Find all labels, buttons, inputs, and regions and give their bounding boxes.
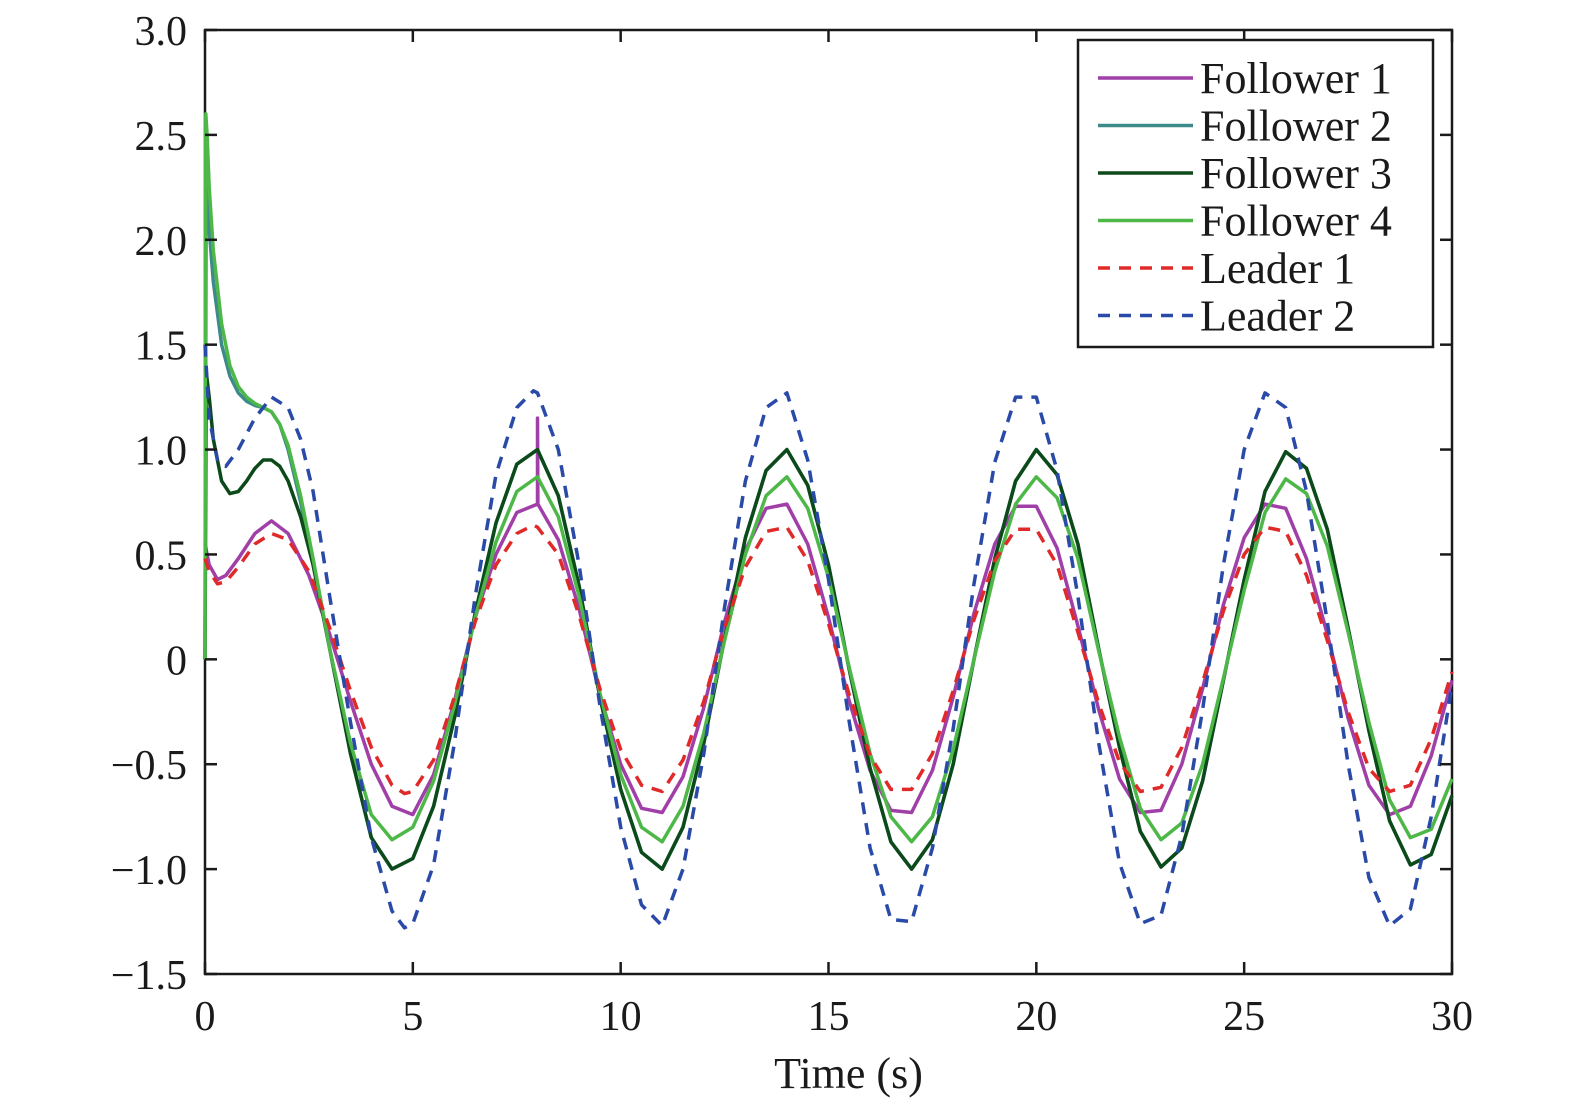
- y-tick-label: 1.5: [135, 324, 188, 370]
- y-tick-label: −1.5: [111, 953, 187, 999]
- y-tick-label: 3.0: [135, 9, 188, 55]
- series-line-5: [203, 523, 1454, 796]
- y-tick-label: 2.0: [135, 219, 188, 265]
- x-tick-label: 20: [1015, 994, 1057, 1040]
- y-tick-label: 0: [166, 638, 187, 684]
- y-tick-label: 0.5: [135, 533, 188, 579]
- legend-label: Leader 1: [1200, 244, 1355, 293]
- series-line-6: [203, 344, 1454, 930]
- legend-label: Follower 4: [1200, 197, 1392, 246]
- axis-ticks: 0 5 10 15 20 25 30 −1.5 −1.0 −0.5 0 0.5 1.0 1.5 2.0 2.5…: [111, 9, 1473, 1040]
- x-tick-label: 30: [1431, 994, 1473, 1040]
- y-tick-label: −1.0: [111, 848, 187, 894]
- legend-box: [1076, 38, 1435, 349]
- series-line-3: [203, 370, 1454, 871]
- x-axis-label: Time (s): [774, 1049, 923, 1098]
- x-tick-label: 25: [1223, 994, 1265, 1040]
- series-layer: [203, 112, 1454, 930]
- x-tick-label: 5: [402, 994, 423, 1040]
- series-line-1: [203, 416, 1454, 817]
- legend-label: Follower 2: [1200, 102, 1392, 151]
- x-tick-label: 0: [195, 994, 216, 1040]
- series-line-4: [203, 112, 1454, 844]
- y-tick-label: 2.5: [135, 114, 188, 160]
- y-tick-label: −0.5: [111, 743, 187, 789]
- legend-label: Follower 1: [1200, 54, 1392, 103]
- x-tick-label: 10: [600, 994, 642, 1040]
- legend-label: Leader 2: [1200, 292, 1355, 341]
- x-tick-label: 15: [808, 994, 850, 1040]
- legend-label: Follower 3: [1200, 149, 1392, 198]
- y-tick-label: 1.0: [135, 429, 188, 475]
